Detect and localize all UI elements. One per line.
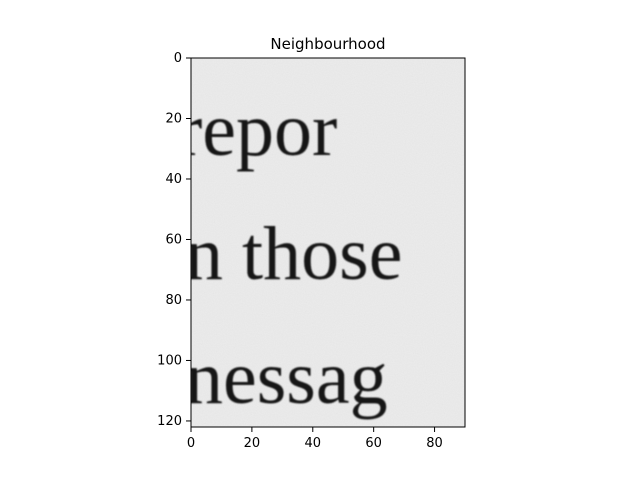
x-tick-label: 20 (244, 436, 261, 451)
y-axis: 0 20 40 60 80 100 120 (157, 51, 191, 429)
scan-noise-overlay (191, 58, 465, 427)
x-tick-label: 40 (305, 436, 322, 451)
y-tick-label: 0 (174, 51, 182, 66)
scanned-text-line: n those (185, 212, 402, 296)
x-tick-label: 60 (365, 436, 382, 451)
y-tick-label: 40 (165, 172, 182, 187)
y-tick-label: 100 (157, 353, 182, 368)
y-tick-label: 60 (165, 232, 182, 247)
x-tick-label: 0 (187, 436, 195, 451)
x-axis: 0 20 40 60 80 (187, 427, 443, 451)
y-tick-label: 80 (165, 293, 182, 308)
scanned-text-line: nessag (185, 336, 388, 420)
scanned-text-line: repor (177, 88, 337, 172)
y-tick-label: 20 (165, 111, 182, 126)
plot-frame (190, 57, 466, 428)
y-tick-label: 120 (157, 414, 182, 429)
x-tick-label: 80 (426, 436, 443, 451)
chart-title: Neighbourhood (270, 35, 385, 53)
scanned-text-layer: repor n those nessag (177, 88, 402, 420)
image-plot-area: repor n those nessag (177, 57, 466, 428)
